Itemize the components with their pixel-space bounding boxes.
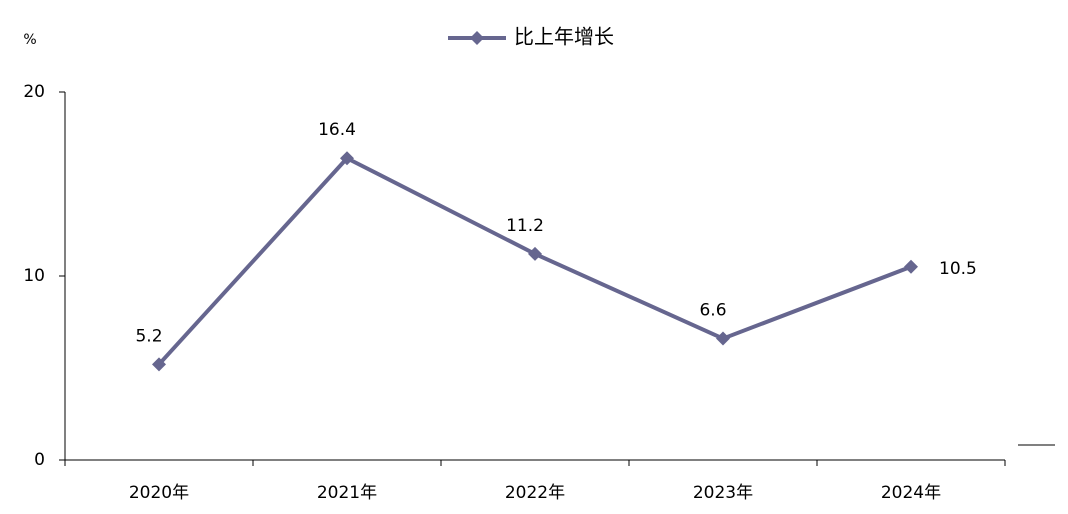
y-tick-label: 20 [23,82,45,102]
x-tick-label: 2023年 [693,483,753,503]
point [904,259,918,274]
x-tick-label: 2024年 [881,483,941,503]
y-tick-label: 0 [34,450,45,470]
data-label: 5.2 [135,326,162,346]
legend-marker [470,31,484,45]
line [157,156,912,366]
point [716,331,730,346]
data-label: 11.2 [506,216,544,236]
point [528,246,542,261]
y-unit: % [23,32,36,48]
x-tick-label: 2021年 [317,483,377,503]
point [340,151,354,166]
legend-label: 比上年增长 [514,25,614,49]
data-label: 6.6 [699,301,726,321]
data-label: 16.4 [318,120,356,140]
y-tick-label: 10 [23,266,45,286]
x-tick-label: 2020年 [129,483,189,503]
x-tick-label: 2022年 [505,483,565,503]
point [152,357,166,372]
data-label: 10.5 [939,259,977,279]
